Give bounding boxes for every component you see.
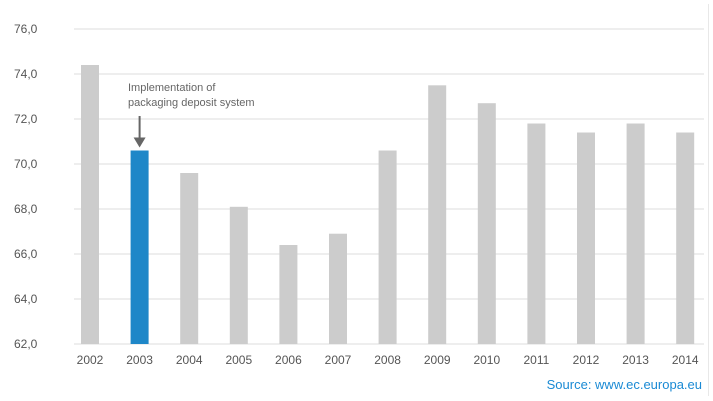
bar-2013 bbox=[626, 123, 645, 344]
x-tick-label: 2014 bbox=[672, 353, 699, 367]
arrow-head bbox=[133, 137, 146, 148]
bar-2002 bbox=[81, 65, 99, 344]
y-tick-label: 72,0 bbox=[14, 112, 38, 126]
x-tick-label: 2012 bbox=[573, 353, 600, 367]
chart-frame: 62,0 64,0 66,0 68,0 70,0 72,0 74,0 76,0 2002 200… bbox=[4, 4, 709, 396]
x-tick-label: 2007 bbox=[325, 353, 352, 367]
x-tick-label: 2005 bbox=[225, 353, 252, 367]
y-axis-ticks: 62,0 64,0 66,0 68,0 70,0 72,0 74,0 76,0 bbox=[14, 22, 38, 351]
bars bbox=[81, 65, 695, 345]
x-tick-label: 2006 bbox=[275, 353, 302, 367]
x-tick-label: 2010 bbox=[473, 353, 500, 367]
bar-2008 bbox=[378, 150, 397, 344]
y-tick-label: 66,0 bbox=[14, 247, 38, 261]
source-credit: Source: www.ec.europa.eu bbox=[546, 377, 702, 392]
bar-2004 bbox=[180, 173, 199, 344]
bar-2006 bbox=[279, 245, 298, 344]
x-axis-ticks: 2002 2003 2004 2005 2006 2007 2008 2009 2010 2011… bbox=[77, 353, 699, 367]
annotation: Implementation of packaging deposit syst… bbox=[128, 82, 255, 148]
bar-2009 bbox=[428, 85, 447, 345]
y-tick-label: 74,0 bbox=[14, 67, 38, 81]
bar-2014 bbox=[676, 132, 695, 344]
y-tick-label: 62,0 bbox=[14, 337, 38, 351]
x-tick-label: 2008 bbox=[374, 353, 401, 367]
x-tick-label: 2009 bbox=[424, 353, 451, 367]
bar-2011 bbox=[527, 123, 546, 344]
y-tick-label: 76,0 bbox=[14, 22, 38, 36]
bar-chart: 62,064,066,068,070,072,074,076,0 2002 200… bbox=[14, 22, 704, 367]
x-tick-label: 2002 bbox=[77, 353, 104, 367]
bar-2012 bbox=[577, 132, 595, 344]
annotation-arrow bbox=[133, 116, 146, 148]
y-tick-label: 64,0 bbox=[14, 292, 38, 306]
annotation-line-2: packaging deposit system bbox=[128, 97, 255, 109]
bar-2007 bbox=[329, 233, 347, 344]
x-tick-label: 2004 bbox=[176, 353, 203, 367]
bar-2010 bbox=[477, 103, 496, 344]
y-tick-label: 68,0 bbox=[14, 202, 38, 216]
annotation-line-1: Implementation of bbox=[128, 82, 216, 94]
x-tick-label: 2003 bbox=[126, 353, 153, 367]
x-tick-label: 2013 bbox=[622, 353, 649, 367]
x-tick-label: 2011 bbox=[523, 353, 549, 367]
y-tick-label: 70,0 bbox=[14, 157, 38, 171]
bar-2003 bbox=[130, 150, 149, 344]
bar-2005 bbox=[229, 206, 248, 344]
